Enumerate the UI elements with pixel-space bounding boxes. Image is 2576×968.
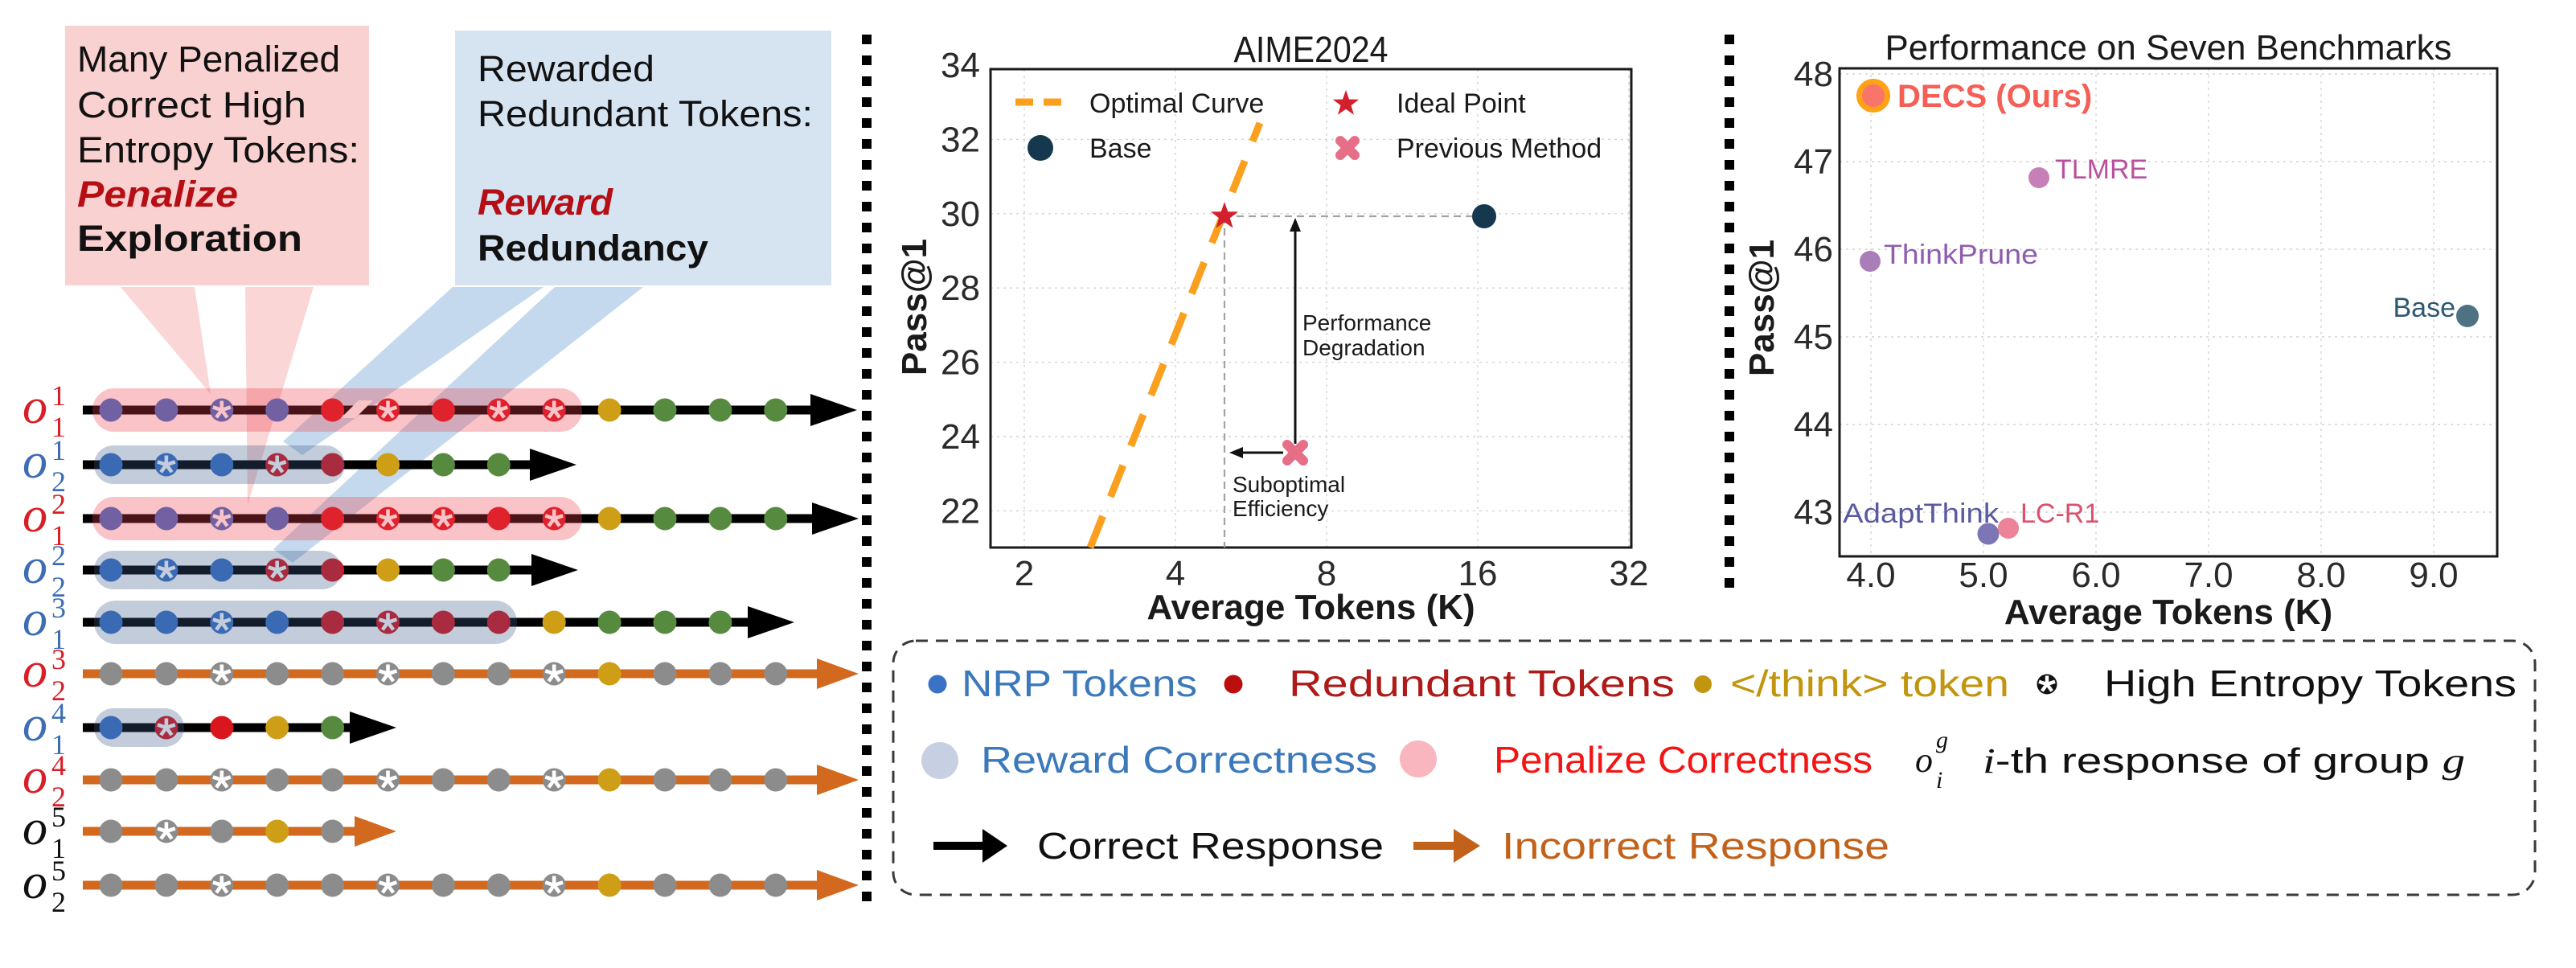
svg-text:o: o bbox=[23, 749, 47, 804]
svg-text:Suboptimal: Suboptimal bbox=[1233, 472, 1345, 497]
svg-text:1: 1 bbox=[51, 411, 66, 443]
svg-text:46: 46 bbox=[1794, 230, 1833, 269]
svg-text:28: 28 bbox=[941, 269, 980, 308]
svg-text:TLMRE: TLMRE bbox=[2055, 154, 2147, 185]
svg-text:Degradation: Degradation bbox=[1302, 335, 1425, 360]
svg-text:o: o bbox=[23, 801, 47, 855]
svg-text:4: 4 bbox=[51, 749, 66, 781]
svg-text:o: o bbox=[23, 643, 47, 698]
svg-text:24: 24 bbox=[941, 417, 980, 457]
svg-text:Redundant Tokens: Redundant Tokens bbox=[1289, 662, 1675, 704]
svg-text:Redundancy: Redundancy bbox=[478, 228, 708, 269]
svg-text:8: 8 bbox=[1317, 554, 1336, 593]
svg-text:47: 47 bbox=[1794, 142, 1833, 182]
svg-text:Penalize Correctness: Penalize Correctness bbox=[1494, 739, 1873, 781]
svg-text:Rewarded: Rewarded bbox=[478, 48, 654, 89]
svg-text:Base: Base bbox=[2393, 293, 2456, 323]
svg-text:Incorrect Response: Incorrect Response bbox=[1502, 825, 1889, 867]
svg-text:5: 5 bbox=[51, 801, 66, 833]
svg-text:32: 32 bbox=[1610, 554, 1649, 593]
svg-text:NRP Tokens: NRP Tokens bbox=[962, 662, 1197, 704]
svg-text:AIME2024: AIME2024 bbox=[1234, 29, 1388, 70]
svg-text:2: 2 bbox=[51, 466, 66, 498]
svg-text:ThinkPrune: ThinkPrune bbox=[1884, 240, 2038, 270]
svg-text:Reward: Reward bbox=[478, 182, 614, 223]
svg-text:1: 1 bbox=[51, 379, 66, 412]
svg-text:Optimal Curve: Optimal Curve bbox=[1089, 88, 1264, 119]
svg-text:4: 4 bbox=[51, 697, 66, 729]
svg-text:Reward Correctness: Reward Correctness bbox=[981, 739, 1377, 781]
svg-text:High Entropy Tokens: High Entropy Tokens bbox=[2104, 662, 2517, 704]
svg-text:o: o bbox=[23, 592, 47, 646]
svg-text:Pass@1: Pass@1 bbox=[895, 239, 934, 375]
svg-text:2: 2 bbox=[51, 571, 66, 603]
svg-text:i: i bbox=[1936, 767, 1942, 794]
svg-text:2: 2 bbox=[51, 781, 66, 813]
svg-text:5.0: 5.0 bbox=[1959, 556, 2008, 595]
svg-text:Average Tokens (K): Average Tokens (K) bbox=[2004, 593, 2332, 632]
svg-text:22: 22 bbox=[941, 491, 980, 531]
svg-text:Efficiency: Efficiency bbox=[1233, 496, 1328, 521]
svg-text:48: 48 bbox=[1794, 55, 1833, 94]
svg-text:Correct Response: Correct Response bbox=[1037, 825, 1384, 867]
svg-text:2: 2 bbox=[51, 675, 66, 707]
svg-text:Exploration: Exploration bbox=[77, 218, 302, 259]
svg-text:1: 1 bbox=[51, 519, 66, 552]
svg-text:g: g bbox=[1936, 727, 1948, 753]
svg-text:Previous Method: Previous Method bbox=[1397, 133, 1602, 164]
svg-text:</think> token: </think> token bbox=[1730, 662, 2009, 704]
svg-text:2: 2 bbox=[51, 886, 66, 918]
svg-text:34: 34 bbox=[941, 46, 980, 85]
svg-text:9.0: 9.0 bbox=[2409, 556, 2458, 595]
svg-text:1: 1 bbox=[51, 832, 66, 864]
svg-text:Many Penalized: Many Penalized bbox=[77, 39, 340, 80]
svg-text:Correct High: Correct High bbox=[77, 84, 306, 125]
svg-text:o: o bbox=[23, 488, 47, 543]
svg-text:6.0: 6.0 bbox=[2071, 556, 2120, 595]
svg-text:2: 2 bbox=[51, 539, 66, 572]
svg-text:1: 1 bbox=[51, 623, 66, 655]
svg-text:4.0: 4.0 bbox=[1846, 556, 1895, 595]
svg-text:1: 1 bbox=[51, 434, 66, 466]
svg-text:Average Tokens (K): Average Tokens (K) bbox=[1146, 588, 1475, 627]
svg-text:2: 2 bbox=[51, 488, 66, 520]
svg-text:Penalize: Penalize bbox=[77, 174, 238, 215]
svg-text:Ideal Point: Ideal Point bbox=[1397, 88, 1526, 119]
svg-text:Redundant Tokens:: Redundant Tokens: bbox=[478, 93, 813, 134]
svg-text:o: o bbox=[1915, 740, 1933, 780]
svg-text:o: o bbox=[23, 434, 47, 489]
svg-text:Base: Base bbox=[1089, 133, 1152, 164]
svg-text:45: 45 bbox=[1794, 318, 1833, 357]
svg-text:5: 5 bbox=[51, 855, 66, 887]
svg-text:44: 44 bbox=[1794, 405, 1833, 445]
svg-text:8.0: 8.0 bbox=[2296, 556, 2345, 595]
svg-text:30: 30 bbox=[941, 195, 980, 234]
svg-text:o: o bbox=[23, 539, 47, 594]
svg-text:o: o bbox=[23, 379, 47, 434]
svg-text:o: o bbox=[23, 855, 47, 909]
svg-text:2: 2 bbox=[1015, 554, 1034, 593]
svg-text:o: o bbox=[23, 697, 47, 752]
svg-text:32: 32 bbox=[941, 120, 980, 159]
svg-text:1: 1 bbox=[51, 728, 66, 761]
svg-text:3: 3 bbox=[51, 592, 66, 624]
svg-text:DECS (Ours): DECS (Ours) bbox=[1897, 79, 2092, 114]
svg-text:Performance on Seven Benchmark: Performance on Seven Benchmarks bbox=[1885, 28, 2452, 68]
svg-text:AdaptThink: AdaptThink bbox=[1843, 498, 2000, 529]
svg-text:4: 4 bbox=[1166, 554, 1185, 593]
svg-text:LC-R1: LC-R1 bbox=[2020, 498, 2099, 529]
svg-text:Entropy Tokens:: Entropy Tokens: bbox=[77, 129, 359, 170]
svg-text:3: 3 bbox=[51, 643, 66, 675]
svg-text:Pass@1: Pass@1 bbox=[1742, 240, 1782, 376]
svg-text:i-th response of group g: i-th response of group g bbox=[1983, 741, 2465, 781]
svg-text:26: 26 bbox=[941, 343, 980, 383]
svg-text:43: 43 bbox=[1794, 493, 1833, 532]
svg-text:Performance: Performance bbox=[1302, 310, 1431, 335]
svg-text:7.0: 7.0 bbox=[2184, 556, 2233, 595]
svg-text:16: 16 bbox=[1458, 554, 1498, 593]
